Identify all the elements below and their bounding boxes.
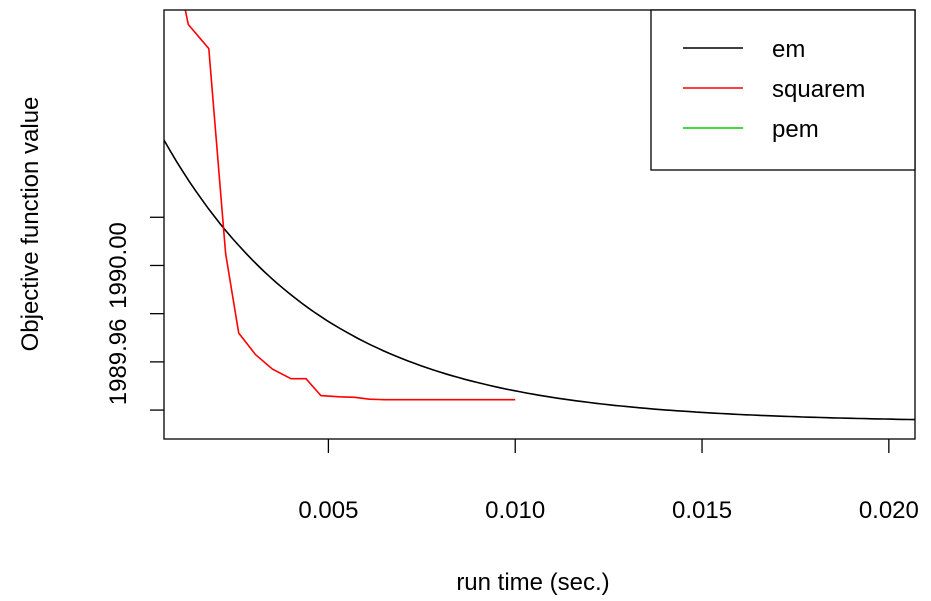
plot-frame bbox=[163, 9, 916, 440]
x-tick-label: 0.010 bbox=[485, 497, 545, 524]
series-line-em bbox=[164, 139, 915, 421]
x-axis-title: run time (sec.) bbox=[456, 569, 609, 596]
y-axis-title: Objective function value bbox=[17, 97, 44, 352]
series-layer bbox=[164, 10, 915, 421]
legend-box bbox=[650, 9, 916, 171]
legend-label: em bbox=[772, 36, 805, 63]
legend-label: squarem bbox=[772, 76, 865, 103]
y-tick-label: 1990.00 bbox=[105, 222, 132, 309]
series-line-squarem bbox=[184, 10, 516, 401]
y-axis: 1989.96 1990.00 bbox=[105, 216, 164, 411]
x-tick-label: 0.015 bbox=[672, 497, 732, 524]
y-tick-label: 1989.96 bbox=[105, 318, 132, 405]
x-tick-label: 0.005 bbox=[298, 497, 358, 524]
legend-label: pem bbox=[772, 116, 819, 143]
x-tick-label: 0.020 bbox=[859, 497, 919, 524]
x-axis: 0.005 0.010 0.015 0.020 bbox=[298, 439, 919, 524]
legend: em squarem pem bbox=[650, 9, 916, 171]
